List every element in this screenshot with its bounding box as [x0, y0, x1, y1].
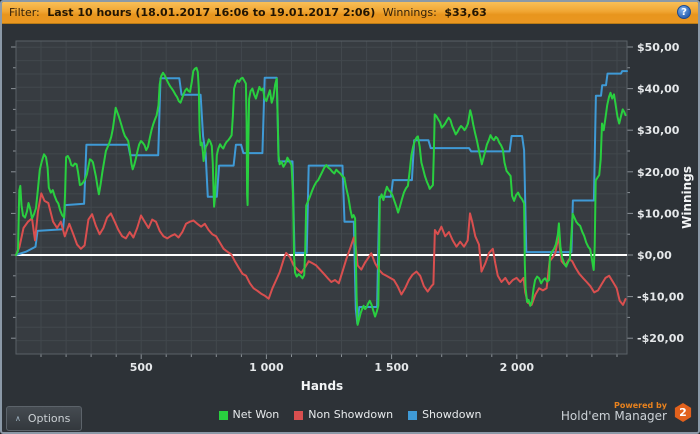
series-net-won	[15, 66, 627, 326]
y-tick-label: $10,00	[637, 207, 680, 220]
help-icon[interactable]: ?	[677, 5, 691, 19]
winnings-value: $33,63	[444, 6, 487, 19]
powered-by-label: Powered by	[614, 401, 667, 410]
hm2-logo-icon: 2	[674, 402, 692, 422]
x-tick-label: 500	[130, 361, 153, 374]
brand-name: Hold'em Manager	[560, 409, 667, 424]
series-showdown	[15, 70, 628, 325]
y-axis-title: Winnings	[680, 166, 694, 229]
filter-label: Filter:	[9, 6, 40, 19]
y-tick-label: $0,00	[637, 249, 672, 262]
powered-by-branding: Powered by Hold'em Manager 2	[561, 401, 692, 424]
y-tick-label: -$10,00	[637, 291, 684, 304]
x-tick-label: 1 000	[249, 361, 284, 374]
winnings-label: Winnings:	[382, 6, 437, 19]
filter-value: Last 10 hours (18.01.2017 16:06 to 19.01…	[47, 6, 376, 19]
y-tick-label: $20,00	[637, 166, 680, 179]
y-tick-label: -$20,00	[637, 332, 684, 345]
filter-bar: Filter: Last 10 hours (18.01.2017 16:06 …	[2, 2, 698, 24]
x-axis-title: Hands	[301, 379, 343, 393]
x-tick-label: 1 500	[374, 361, 409, 374]
chevron-up-icon: ∧	[15, 413, 21, 423]
options-button[interactable]: ∧ Options	[6, 406, 83, 431]
plot-area	[16, 41, 627, 354]
options-label: Options	[27, 412, 71, 425]
x-tick-label: 2 000	[500, 361, 535, 374]
winnings-chart[interactable]: $50,00 $40,00 $30,00 $20,00 $10,00 $0,00 -$10,…	[2, 23, 698, 432]
y-tick-label: $40,00	[637, 83, 680, 96]
y-tick-label: $30,00	[637, 124, 680, 137]
y-tick-label: $50,00	[637, 41, 680, 54]
